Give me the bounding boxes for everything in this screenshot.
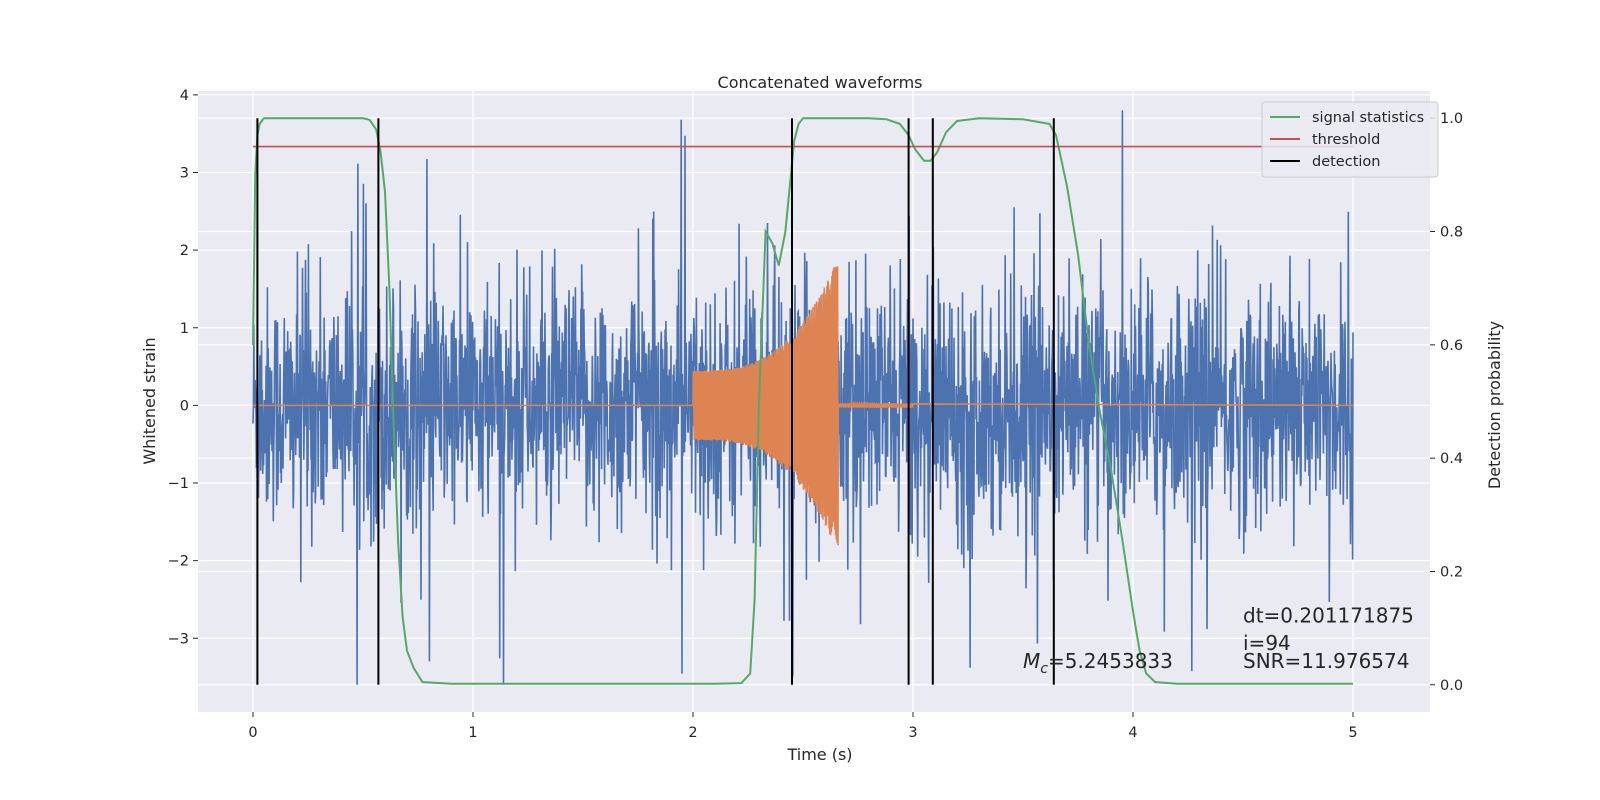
y2-tick-label-2: 0.4: [1440, 451, 1463, 467]
injected-waveform-line: [253, 266, 1354, 546]
annotation-2: SNR=11.976574: [1243, 649, 1409, 673]
y2-tick-label-3: 0.6: [1440, 338, 1463, 354]
y-tick-label-2: −1: [168, 476, 189, 492]
y2-axis-title: Detection probability: [1485, 321, 1504, 489]
right-axis-series: [252, 117, 1353, 685]
y-tick-label-0: −3: [168, 631, 189, 647]
injected-waveform-series: [253, 266, 1354, 546]
y-tick-label-5: 2: [180, 243, 189, 259]
annotation-mc-subscript: c: [1040, 661, 1048, 677]
x-tick-label-2: 2: [688, 725, 697, 741]
legend-label-threshold: threshold: [1312, 132, 1380, 148]
annotation-3: Mc=5.2453833: [1023, 649, 1173, 677]
annotation-0: dt=0.201171875: [1243, 604, 1414, 628]
annotation-mc-symbol: M: [1023, 649, 1040, 673]
y-tick-label-6: 3: [180, 166, 189, 182]
y-tick-label-7: 4: [180, 88, 189, 104]
left-axis-ticks: −3 −2 −1 0 1 2 3 4: [168, 88, 198, 647]
legend: signal statistics threshold detection: [1261, 101, 1439, 178]
x-axis-ticks: 0 1 2 3 4 5: [248, 712, 1358, 741]
legend-label-signal: signal statistics: [1312, 110, 1424, 126]
x-tick-label-0: 0: [248, 725, 257, 741]
y2-tick-label-5: 1.0: [1440, 111, 1463, 127]
legend-label-detection: detection: [1312, 154, 1380, 170]
y-tick-label-4: 1: [180, 321, 189, 337]
x-axis-title: Time (s): [786, 745, 852, 764]
y2-tick-label-0: 0.0: [1440, 678, 1463, 694]
x-tick-label-4: 4: [1128, 725, 1137, 741]
x-tick-label-1: 1: [468, 725, 477, 741]
chart-title: Concatenated waveforms: [718, 73, 923, 92]
x-tick-label-5: 5: [1348, 725, 1357, 741]
y2-tick-label-4: 0.8: [1440, 225, 1463, 241]
annotation-mc-value: =5.2453833: [1048, 649, 1173, 673]
x-tick-label-3: 3: [908, 725, 917, 741]
y-tick-label-1: −2: [168, 554, 189, 570]
right-axis-ticks: 0.0 0.2 0.4 0.6 0.8 1.0: [1430, 111, 1463, 694]
y-axis-title: Whitened strain: [140, 337, 159, 464]
y2-tick-label-1: 0.2: [1440, 564, 1463, 580]
annotation-1: i=94: [1243, 631, 1291, 655]
legend-box: [1261, 101, 1439, 178]
y-tick-label-3: 0: [180, 398, 189, 414]
